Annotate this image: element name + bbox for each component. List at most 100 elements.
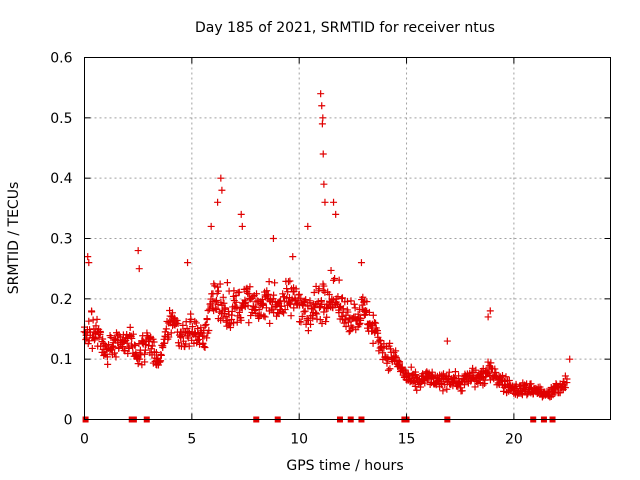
data-point xyxy=(395,358,403,366)
data-point xyxy=(344,308,352,316)
data-points xyxy=(80,90,574,423)
data-point xyxy=(133,354,141,362)
data-point xyxy=(131,342,139,350)
data-point xyxy=(195,335,203,343)
grid xyxy=(84,57,611,420)
data-point xyxy=(537,385,545,393)
data-point xyxy=(138,339,146,347)
data-point xyxy=(287,300,295,308)
data-point xyxy=(216,280,224,288)
data-point xyxy=(99,335,107,343)
axis-ticks xyxy=(84,57,611,420)
data-point xyxy=(302,296,310,304)
data-point xyxy=(268,304,276,312)
data-point-peak xyxy=(135,265,143,273)
data-point xyxy=(179,321,187,329)
data-point xyxy=(202,320,210,328)
data-point xyxy=(327,266,335,274)
x-tick-label: 10 xyxy=(290,432,308,448)
data-point-peak xyxy=(237,210,245,218)
plot-frame xyxy=(84,57,611,420)
data-point xyxy=(203,334,211,342)
data-point xyxy=(165,333,173,341)
data-point xyxy=(370,318,378,326)
data-point xyxy=(174,339,182,347)
data-point xyxy=(347,297,355,305)
data-point xyxy=(320,282,328,290)
data-point xyxy=(126,323,134,331)
chart-title: Day 185 of 2021, SRMTID for receiver ntu… xyxy=(195,20,495,36)
data-point-peak xyxy=(318,102,326,110)
data-point xyxy=(323,313,331,321)
data-point xyxy=(201,344,209,352)
data-point xyxy=(205,326,213,334)
data-point xyxy=(249,293,257,301)
data-point xyxy=(173,316,181,324)
data-point xyxy=(350,300,358,308)
data-point xyxy=(157,351,165,359)
data-point-peak xyxy=(238,222,246,230)
data-point xyxy=(369,339,377,347)
data-point xyxy=(394,361,402,369)
data-point xyxy=(379,349,387,357)
data-point xyxy=(271,279,279,287)
data-point xyxy=(445,368,453,376)
data-point-peak xyxy=(357,259,365,267)
data-point xyxy=(185,342,193,350)
y-tick-labels: 0 0.1 0.2 0.3 0.4 0.5 0.6 xyxy=(50,51,72,429)
data-point xyxy=(407,363,415,371)
data-point xyxy=(392,353,400,361)
data-point xyxy=(85,317,93,325)
y-tick-label: 0.6 xyxy=(50,51,72,67)
data-point xyxy=(300,308,308,316)
data-point xyxy=(226,320,234,328)
data-point xyxy=(223,279,231,287)
data-point xyxy=(413,386,421,394)
data-point xyxy=(214,287,222,295)
data-point xyxy=(251,307,259,315)
data-point xyxy=(505,376,513,384)
data-point xyxy=(141,358,149,366)
data-point xyxy=(280,309,288,317)
data-point xyxy=(498,372,506,380)
data-point xyxy=(238,303,246,311)
data-point xyxy=(335,276,343,284)
x-tick-label: 15 xyxy=(398,432,416,448)
data-point xyxy=(315,285,323,293)
data-point xyxy=(201,322,209,330)
data-point xyxy=(277,302,285,310)
data-point-peak xyxy=(218,186,226,194)
x-tick-label: 5 xyxy=(187,432,196,448)
data-point xyxy=(320,308,328,316)
data-point xyxy=(193,336,201,344)
x-axis-label: GPS time / hours xyxy=(286,458,403,474)
data-point xyxy=(391,352,399,360)
data-point xyxy=(174,320,182,328)
data-point xyxy=(187,315,195,323)
data-point xyxy=(377,337,385,345)
data-point-peak xyxy=(207,222,215,230)
data-point xyxy=(312,309,320,317)
data-point xyxy=(561,384,569,392)
data-point xyxy=(561,372,569,380)
data-point xyxy=(439,387,447,395)
data-point xyxy=(297,318,305,326)
data-point xyxy=(253,290,261,298)
data-point xyxy=(339,305,347,313)
x-tick-label: 0 xyxy=(80,432,89,448)
data-point xyxy=(451,368,459,376)
data-point xyxy=(479,381,487,389)
data-point xyxy=(128,334,136,342)
data-point-peak xyxy=(486,307,494,315)
data-point xyxy=(85,337,93,345)
data-point xyxy=(88,344,96,352)
data-point xyxy=(134,360,142,368)
data-point xyxy=(386,365,394,373)
data-point xyxy=(261,313,269,321)
data-point xyxy=(421,379,429,387)
data-point xyxy=(143,329,151,337)
data-point xyxy=(491,365,499,373)
data-point xyxy=(243,284,251,292)
data-point xyxy=(338,294,346,302)
data-point xyxy=(284,278,292,286)
